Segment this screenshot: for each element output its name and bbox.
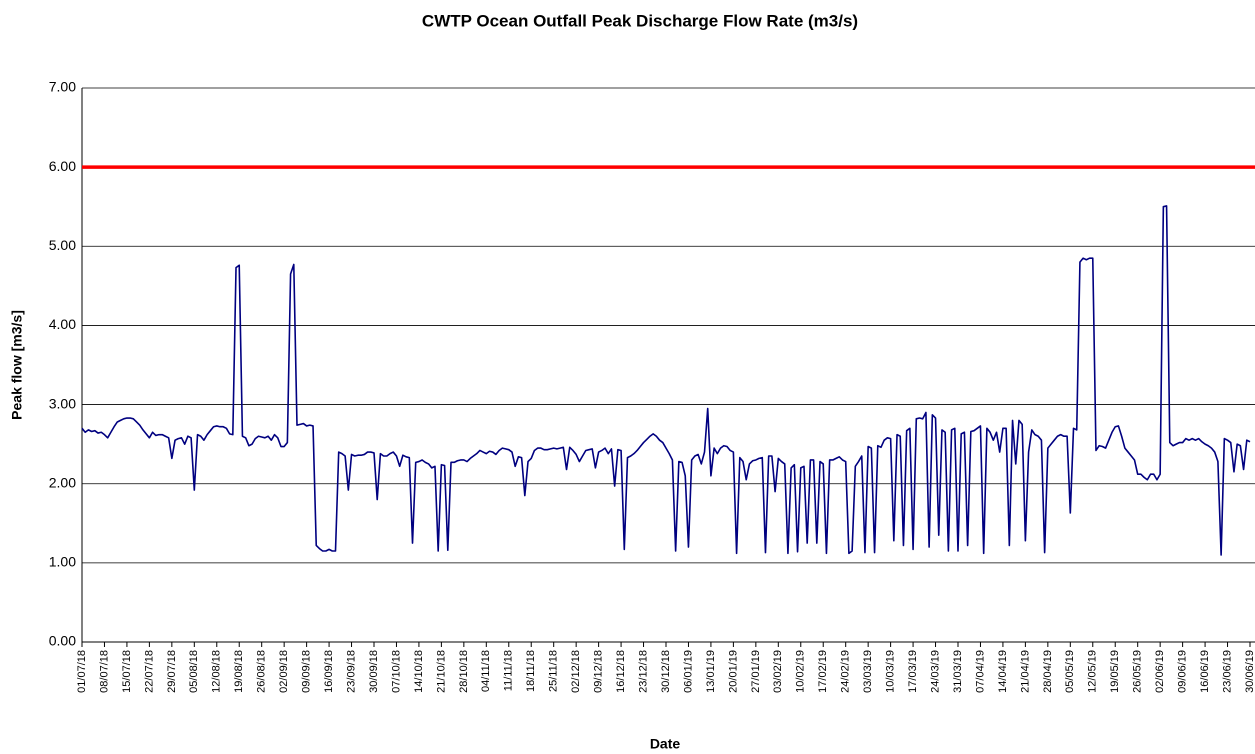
y-axis-label: Peak flow [m3/s]	[9, 310, 25, 420]
x-axis-label: Date	[650, 736, 681, 752]
x-tick-label: 02/06/19	[1154, 650, 1166, 693]
x-tick-label: 19/08/18	[233, 650, 245, 693]
x-tick-label: 08/07/18	[98, 650, 110, 693]
x-tick-label: 03/02/19	[772, 650, 784, 693]
x-tick-label: 18/11/18	[525, 650, 537, 692]
x-tick-label: 24/02/19	[840, 650, 852, 693]
chart-title: CWTP Ocean Outfall Peak Discharge Flow R…	[422, 11, 858, 30]
x-tick-label: 23/06/19	[1221, 650, 1233, 693]
x-tick-label: 24/03/19	[929, 650, 941, 693]
x-tick-label: 31/03/19	[952, 650, 964, 693]
x-tick-label: 21/04/19	[1019, 650, 1031, 693]
x-tick-label: 02/09/18	[278, 650, 290, 693]
x-tick-label: 13/01/19	[705, 650, 717, 693]
x-tick-label: 02/12/18	[570, 650, 582, 693]
x-tick-label: 09/09/18	[301, 650, 313, 693]
x-tick-label: 12/05/19	[1087, 650, 1099, 693]
x-tick-label: 11/11/18	[503, 650, 515, 691]
x-tick-label: 14/04/19	[997, 650, 1009, 693]
x-tick-label: 10/03/19	[885, 650, 897, 693]
x-tick-label: 14/10/18	[413, 650, 425, 693]
y-tick-label: 3.00	[49, 395, 76, 411]
x-tick-label: 09/12/18	[593, 650, 605, 693]
x-tick-label: 16/09/18	[323, 650, 335, 693]
y-tick-label: 0.00	[49, 633, 76, 649]
y-tick-label: 5.00	[49, 237, 76, 253]
y-tick-label: 7.00	[49, 79, 76, 95]
x-tick-label: 06/01/19	[682, 650, 694, 693]
x-tick-label: 17/03/19	[907, 650, 919, 693]
x-tick-label: 23/12/18	[637, 650, 649, 693]
x-tick-label: 29/07/18	[166, 650, 178, 693]
x-tick-label: 20/01/19	[727, 650, 739, 693]
y-tick-label: 4.00	[49, 316, 76, 332]
x-tick-label: 17/02/19	[817, 650, 829, 693]
x-tick-label: 23/09/18	[345, 650, 357, 693]
x-tick-label: 30/06/19	[1244, 650, 1255, 693]
x-tick-label: 26/08/18	[256, 650, 268, 693]
x-tick-label: 28/04/19	[1042, 650, 1054, 693]
x-tick-label: 22/07/18	[143, 650, 155, 693]
x-tick-label: 10/02/19	[795, 650, 807, 693]
x-tick-label: 07/10/18	[390, 650, 402, 693]
x-tick-label: 15/07/18	[121, 650, 133, 693]
x-tick-label: 16/06/19	[1199, 650, 1211, 693]
x-tick-label: 19/05/19	[1109, 650, 1121, 693]
x-tick-label: 12/08/18	[211, 650, 223, 693]
y-tick-label: 6.00	[49, 158, 76, 174]
x-tick-label: 25/11/18	[548, 650, 560, 692]
x-tick-label: 05/05/19	[1064, 650, 1076, 693]
data-line	[81, 205, 1251, 556]
x-tick-label: 16/12/18	[615, 650, 627, 693]
y-tick-label: 1.00	[49, 554, 76, 570]
x-tick-label: 09/06/19	[1177, 650, 1189, 693]
x-tick-label: 30/12/18	[660, 650, 672, 693]
x-tick-label: 05/08/18	[188, 650, 200, 693]
x-tick-label: 26/05/19	[1132, 650, 1144, 693]
x-tick-label: 30/09/18	[368, 650, 380, 693]
x-tick-label: 07/04/19	[974, 650, 986, 693]
x-tick-label: 01/07/18	[76, 650, 88, 693]
x-tick-label: 04/11/18	[480, 650, 492, 692]
x-tick-label: 28/10/18	[458, 650, 470, 693]
x-tick-label: 03/03/19	[862, 650, 874, 693]
y-tick-label: 2.00	[49, 474, 76, 490]
x-tick-label: 27/01/19	[750, 650, 762, 693]
x-tick-label: 21/10/18	[435, 650, 447, 693]
